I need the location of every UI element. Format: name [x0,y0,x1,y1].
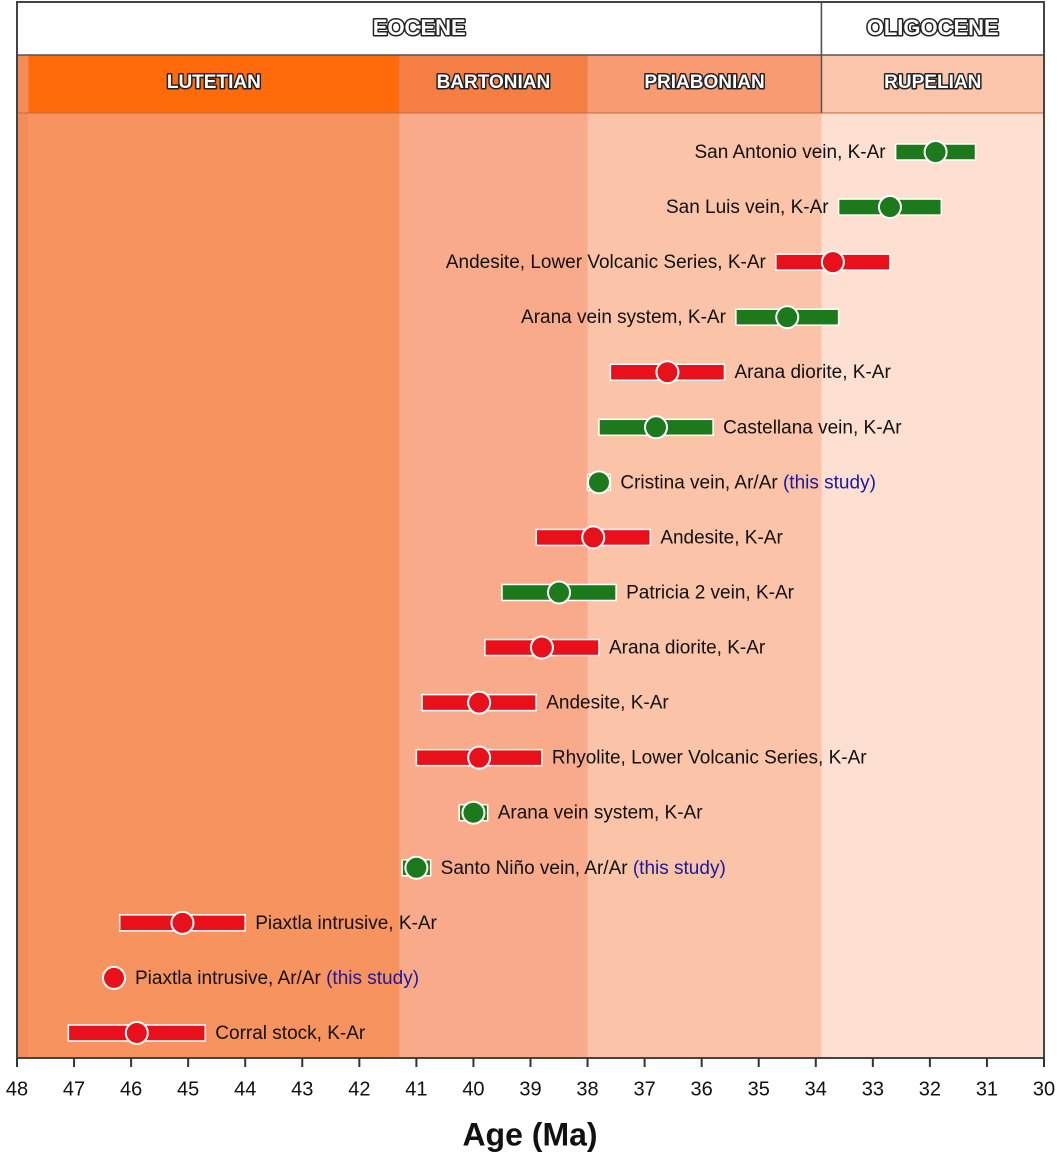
point-name: San Antonio vein, K-Ar [694,142,886,163]
data-point [644,415,669,440]
x-tick-label: 33 [862,1078,884,1100]
x-tick-label: 44 [234,1078,256,1100]
x-tick-label: 40 [462,1078,484,1100]
x-tick-label: 30 [1033,1078,1055,1100]
epoch-label: OLIGOCENE [867,15,999,40]
point-note: (this study) [783,472,876,493]
data-point [404,855,429,880]
data-point [877,195,902,220]
x-tick-label: 35 [748,1078,770,1100]
data-point [655,360,680,385]
point-label: San Antonio vein, K-Ar [694,142,886,163]
data-point [923,140,948,164]
data-point [547,580,572,605]
x-tick-label: 31 [976,1078,998,1100]
point-name: Arana diorite, K-Ar [609,638,766,659]
data-point [820,250,845,275]
x-tick-label: 41 [405,1078,427,1100]
point-label: Corral stock, K-Ar [215,1023,366,1044]
x-tick-label: 47 [63,1078,85,1100]
data-point [581,525,606,550]
x-tick-label: 46 [120,1078,142,1100]
point-name: Castellana vein, K-Ar [723,417,902,438]
stage-band [28,55,400,113]
point-label: Santo Niño vein, Ar/Ar (this study) [441,858,726,879]
stage-band [587,55,822,113]
point-label: Arana diorite, K-Ar [609,638,766,659]
point-label: Cristina vein, Ar/Ar (this study) [620,472,876,493]
point-label: Andesite, Lower Volcanic Series, K-Ar [446,252,767,273]
x-tick-label: 48 [6,1078,28,1100]
point-name: Arana diorite, K-Ar [734,362,891,383]
data-point [101,965,126,990]
data-point [467,690,492,715]
x-tick-label: 42 [348,1078,370,1100]
epoch-band [16,1,823,56]
point-name: San Luis vein, K-Ar [666,197,829,218]
point-label: Arana diorite, K-Ar [734,362,891,383]
point-name: Piaxtla intrusive, K-Ar [255,913,437,934]
point-label: Rhyolite, Lower Volcanic Series, K-Ar [552,748,867,769]
x-tick-label: 39 [519,1078,541,1100]
stage-band [821,55,1044,113]
data-point [461,800,486,825]
point-label: Arana vein system, K-Ar [521,307,727,328]
point-name: Piaxtla intrusive, Ar/Ar [135,968,322,989]
epoch-label: EOCENE [373,15,466,40]
stage-label: PRIABONIAN [644,72,764,93]
point-name: Cristina vein, Ar/Ar [620,472,778,493]
point-label: Arana vein system, K-Ar [498,803,704,824]
x-tick-label: 37 [633,1078,655,1100]
point-label: San Luis vein, K-Ar [666,197,829,218]
point-name: Patricia 2 vein, K-Ar [626,582,795,603]
data-point [170,910,195,935]
point-name: Andesite, K-Ar [660,527,783,548]
x-tick-label: 32 [919,1078,941,1100]
point-name: Corral stock, K-Ar [215,1023,366,1044]
stage-label: BARTONIAN [437,72,551,93]
point-name: Arana vein system, K-Ar [498,803,704,824]
stage-band [399,55,588,113]
point-name: Rhyolite, Lower Volcanic Series, K-Ar [552,748,867,769]
stage-label: LUTETIAN [167,72,261,93]
epoch-band [820,1,1045,56]
data-point [467,745,492,770]
point-note: (this study) [326,968,419,989]
point-name: Santo Niño vein, Ar/Ar [441,858,629,879]
data-point [775,305,800,330]
point-name: Arana vein system, K-Ar [521,307,727,328]
stage-area [28,113,400,1058]
x-tick-label: 45 [177,1078,199,1100]
point-label: Andesite, K-Ar [660,527,783,548]
point-label: Piaxtla intrusive, Ar/Ar (this study) [135,968,419,989]
point-label: Patricia 2 vein, K-Ar [626,582,795,603]
stage-label: RUPELIAN [884,72,981,93]
point-label: Castellana vein, K-Ar [723,417,902,438]
point-label: Piaxtla intrusive, K-Ar [255,913,437,934]
point-name: Andesite, Lower Volcanic Series, K-Ar [446,252,767,273]
x-axis-title: Age (Ma) [462,1116,597,1152]
point-label: Andesite, K-Ar [546,693,669,714]
x-tick-label: 34 [805,1078,827,1100]
data-point [529,635,554,660]
point-name: Andesite, K-Ar [546,693,669,714]
point-note: (this study) [633,858,726,879]
x-tick-label: 38 [576,1078,598,1100]
x-tick-label: 36 [691,1078,713,1100]
data-point [586,470,611,495]
data-point [124,1020,149,1045]
x-tick-label: 43 [291,1078,313,1100]
